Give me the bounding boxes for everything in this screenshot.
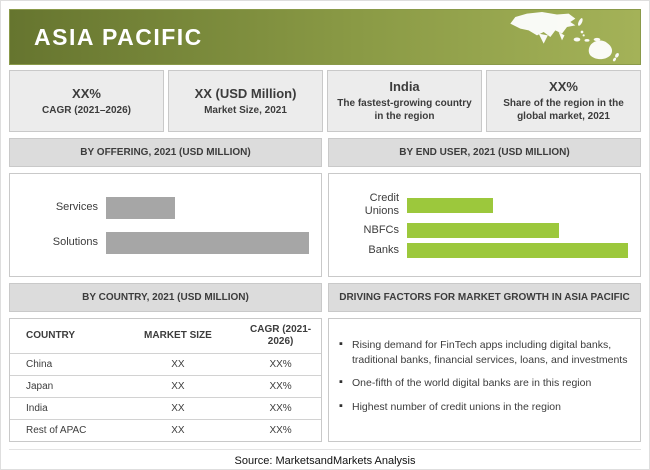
stat-market-size-label: Market Size, 2021 <box>204 104 287 116</box>
stat-fastest-country-label: The fastest-growing country in the regio… <box>337 98 472 122</box>
stat-fastest-country-value: India <box>389 79 420 94</box>
banner: ASIA PACIFIC <box>9 9 641 65</box>
table-row-china: China XX XX% <box>10 353 321 376</box>
bar-label-solutions: Solutions <box>52 236 98 249</box>
stat-cagr: XX% CAGR (2021–2026) <box>9 70 164 132</box>
source-attribution: Source: MarketsandMarkets Analysis <box>9 449 641 467</box>
bar-label-nbfcs: NBFCs <box>363 223 399 236</box>
driving-factors-list: Rising demand for FinTech apps including… <box>328 318 641 442</box>
col-header-country: COUNTRY <box>26 330 76 341</box>
table-row-india: India XX XX% <box>10 397 321 420</box>
chart-row-solutions: Solutions <box>22 231 309 254</box>
stats-row: XX% CAGR (2021–2026) XX (USD Million) Ma… <box>9 70 641 132</box>
stat-region-share-value: XX% <box>549 79 578 94</box>
col-header-cagr: CAGR (2021-2026) <box>250 324 312 347</box>
end-user-section-header: BY END USER, 2021 (USD MILLION) <box>328 138 641 167</box>
stat-market-size-value: XX (USD Million) <box>194 85 297 101</box>
bar-solutions <box>106 231 309 254</box>
bar-label-credit-unions: Credit Unions <box>364 192 399 218</box>
offering-section-header: BY OFFERING, 2021 (USD MILLION) <box>9 138 322 167</box>
page-title: ASIA PACIFIC <box>34 23 203 50</box>
stat-region-share-label: Share of the region in the global market… <box>503 98 624 122</box>
chart-row-credit-unions: Credit Unions <box>341 192 628 217</box>
country-table: COUNTRY MARKET SIZE CAGR (2021-2026) Chi… <box>9 318 322 442</box>
stat-fastest-country: India The fastest-growing country in the… <box>327 70 482 132</box>
bar-label-banks: Banks <box>368 243 399 256</box>
bar-nbfcs <box>407 222 560 238</box>
stat-cagr-label: CAGR (2021–2026) <box>42 104 131 116</box>
offering-bar-chart: Services Solutions <box>9 173 322 277</box>
bar-credit-unions <box>407 197 494 213</box>
bar-services <box>106 196 176 219</box>
col-header-market-size: MARKET SIZE <box>144 330 212 341</box>
chart-row-services: Services <box>22 196 309 219</box>
end-user-bar-chart: Credit Unions NBFCs Banks <box>328 173 641 277</box>
driving-factors-header: DRIVING FACTORS FOR MARKET GROWTH IN ASI… <box>328 283 641 312</box>
left-column: BY OFFERING, 2021 (USD MILLION) Services… <box>9 138 322 442</box>
bar-label-services: Services <box>55 201 98 214</box>
stat-market-size: XX (USD Million) Market Size, 2021 <box>168 70 323 132</box>
driving-factor-item: One-fifth of the world digital banks are… <box>339 375 628 391</box>
stat-cagr-value: XX% <box>72 85 101 101</box>
bar-banks <box>407 242 628 258</box>
content-grid: BY OFFERING, 2021 (USD MILLION) Services… <box>9 138 641 442</box>
asia-pacific-map-icon <box>510 12 619 62</box>
chart-row-nbfcs: NBFCs <box>341 222 628 238</box>
table-header-row: COUNTRY MARKET SIZE CAGR (2021-2026) <box>10 319 321 354</box>
table-row-rest-of-apac: Rest of APAC XX XX% <box>10 419 321 441</box>
country-section-header: BY COUNTRY, 2021 (USD MILLION) <box>9 283 322 312</box>
chart-row-banks: Banks <box>341 242 628 258</box>
driving-factor-item: Highest number of credit unions in the r… <box>339 399 628 415</box>
right-column: BY END USER, 2021 (USD MILLION) Credit U… <box>328 138 641 442</box>
table-row-japan: Japan XX XX% <box>10 375 321 398</box>
stat-region-share: XX% Share of the region in the global ma… <box>486 70 641 132</box>
driving-factor-item: Rising demand for FinTech apps including… <box>339 337 628 367</box>
